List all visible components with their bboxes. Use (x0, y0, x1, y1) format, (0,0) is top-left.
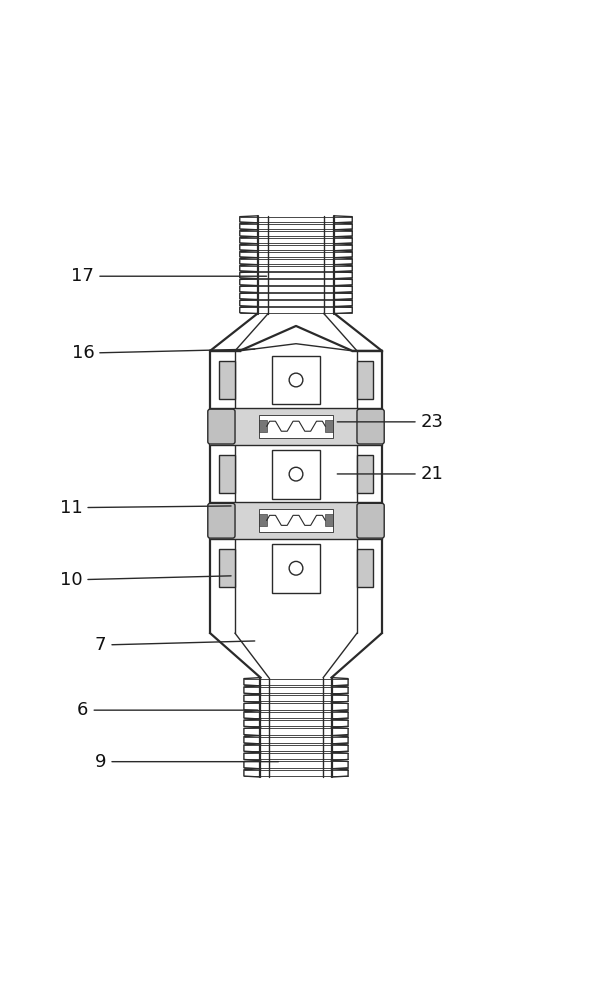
Circle shape (289, 561, 303, 575)
Bar (357, 361, 373, 399)
Bar (210, 502, 382, 539)
Bar (357, 549, 373, 587)
Bar (272, 356, 320, 404)
Bar (219, 549, 235, 587)
Circle shape (289, 373, 303, 387)
Text: 23: 23 (337, 413, 443, 431)
FancyBboxPatch shape (357, 503, 384, 538)
Text: 7: 7 (95, 636, 255, 654)
Bar (272, 450, 320, 499)
FancyBboxPatch shape (357, 409, 384, 444)
Text: 17: 17 (72, 267, 266, 285)
Text: 21: 21 (337, 465, 443, 483)
Bar (219, 361, 235, 399)
Text: 11: 11 (60, 499, 231, 517)
Bar (259, 415, 333, 438)
FancyBboxPatch shape (208, 503, 235, 538)
Bar (219, 455, 235, 493)
Bar (259, 514, 267, 526)
Bar (259, 420, 267, 432)
Text: 16: 16 (72, 344, 255, 362)
Text: 9: 9 (95, 753, 278, 771)
Bar (326, 420, 333, 432)
Bar (259, 509, 333, 532)
FancyBboxPatch shape (208, 409, 235, 444)
Text: 10: 10 (60, 571, 231, 589)
Bar (210, 408, 382, 445)
Bar (272, 544, 320, 593)
Bar (357, 455, 373, 493)
Circle shape (289, 467, 303, 481)
Bar (326, 514, 333, 526)
Text: 6: 6 (77, 701, 258, 719)
